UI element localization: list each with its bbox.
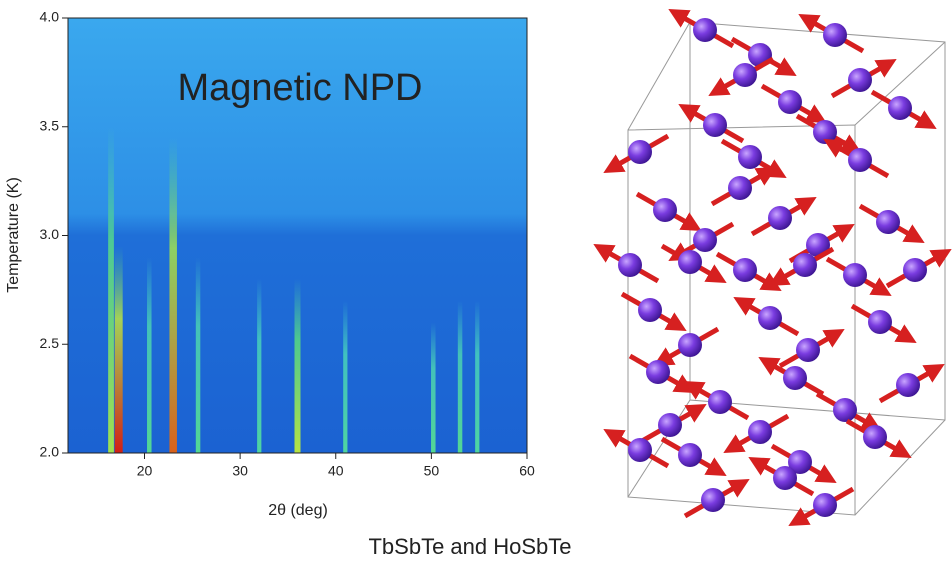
atom (653, 198, 677, 222)
atom (708, 390, 732, 414)
peak-streak (431, 322, 436, 453)
atom (678, 333, 702, 357)
peak-streak (195, 257, 201, 453)
y-axis-label: Temperature (K) (5, 177, 22, 293)
x-tick-label: 30 (232, 463, 248, 479)
y-tick-label: 4.0 (40, 9, 60, 25)
atom (783, 366, 807, 390)
atom (863, 425, 887, 449)
atom (796, 338, 820, 362)
atom (733, 258, 757, 282)
caption: TbSbTe and HoSbTe (368, 534, 571, 559)
atom (833, 398, 857, 422)
y-tick-label: 3.5 (40, 117, 60, 133)
atom (888, 96, 912, 120)
x-tick-label: 40 (328, 463, 344, 479)
atom (703, 113, 727, 137)
atom (646, 360, 670, 384)
atom (813, 120, 837, 144)
cell-edge (854, 419, 946, 516)
atom (843, 263, 867, 287)
atom (758, 306, 782, 330)
peak-streak (294, 279, 301, 453)
atom (823, 23, 847, 47)
y-tick-label: 2.5 (40, 335, 60, 351)
atom (628, 438, 652, 462)
atom (768, 206, 792, 230)
peaks (108, 126, 480, 453)
atom (848, 148, 872, 172)
peak-streak (343, 300, 348, 453)
peak-streak (475, 300, 480, 453)
cell-edge (854, 41, 946, 126)
atom (876, 210, 900, 234)
y-tick-label: 2.0 (40, 444, 60, 460)
peak-streak (257, 279, 262, 453)
atom (701, 488, 725, 512)
atom (693, 228, 717, 252)
atom (868, 310, 892, 334)
atom (738, 145, 762, 169)
x-axis-label: 2θ (deg) (268, 502, 328, 519)
atom (813, 493, 837, 517)
atom (638, 298, 662, 322)
atom (618, 253, 642, 277)
atom (788, 450, 812, 474)
atom (748, 420, 772, 444)
x-tick-label: 60 (519, 463, 535, 479)
atom (693, 18, 717, 42)
x-tick-label: 20 (137, 463, 153, 479)
peak-streak (147, 257, 152, 453)
atom (848, 68, 872, 92)
crystal-structure (593, 9, 952, 526)
atom (806, 233, 830, 257)
peak-streak (169, 137, 177, 453)
atom (903, 258, 927, 282)
atom (628, 140, 652, 164)
atom (896, 373, 920, 397)
atom (658, 413, 682, 437)
x-tick-label: 50 (424, 463, 440, 479)
peak-streak (457, 300, 463, 453)
atom (793, 253, 817, 277)
atom (733, 63, 757, 87)
chart-title: Magnetic NPD (178, 67, 423, 109)
atom (773, 466, 797, 490)
atom (678, 443, 702, 467)
atom (778, 90, 802, 114)
atom (678, 250, 702, 274)
peak-streak (114, 246, 123, 453)
cell-edge (627, 21, 691, 131)
atom (728, 176, 752, 200)
peak-streak (108, 126, 114, 453)
y-tick-label: 3.0 (40, 226, 60, 242)
cell-edge (627, 399, 691, 498)
